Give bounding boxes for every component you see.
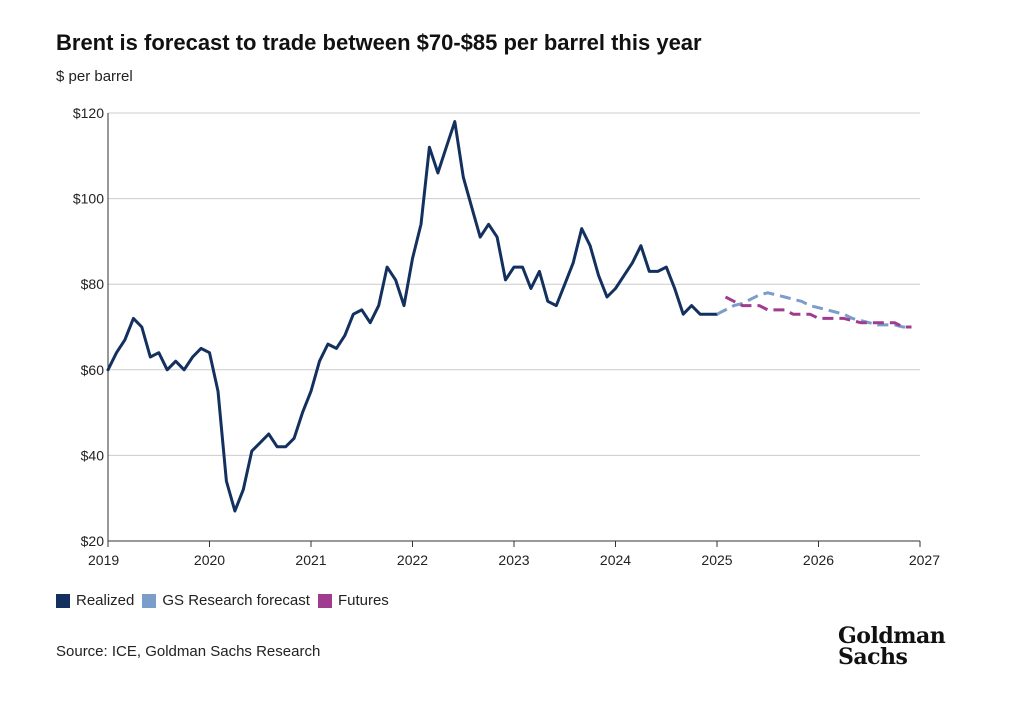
y-tick-label: $20: [81, 533, 105, 549]
realized-line: [106, 120, 719, 513]
logo-line-2: Sachs: [838, 644, 908, 670]
legend-item-realized: Realized: [56, 592, 134, 609]
x-tick-label: 2020: [194, 552, 225, 568]
legend-label-futures: Futures: [337, 592, 389, 609]
chart-title: Brent is forecast to trade between $70-$…: [56, 30, 702, 55]
y-axis-unit-label: $ per barrel: [56, 68, 133, 85]
x-tick-label: 2025: [701, 552, 732, 568]
y-tick-label: $80: [81, 276, 105, 292]
legend-swatch-futures: [317, 593, 332, 608]
goldman-sachs-logo: Goldman Sachs: [838, 623, 946, 670]
x-tick-label: 2019: [88, 552, 119, 568]
gridlines: [108, 112, 920, 456]
x-tick-label: 2026: [803, 552, 834, 568]
x-tick-label: 2027: [909, 552, 940, 568]
y-tick-label: $60: [81, 362, 105, 378]
legend-swatch-realized: [56, 593, 70, 608]
futures-line: [724, 295, 912, 329]
gs-forecast-line: [716, 291, 912, 329]
axes: [107, 113, 921, 547]
y-tick-label: $100: [73, 191, 104, 207]
x-tick-label: 2022: [397, 552, 428, 568]
series-lines: [106, 120, 912, 513]
logo-line-1: Goldman: [838, 623, 946, 649]
source-note: Source: ICE, Goldman Sachs Research: [56, 643, 321, 660]
tick-labels: $20 $40 $60 $80 $100 $120 2019 2020 2021 2022 2023…: [73, 105, 940, 568]
legend-label-forecast: GS Research forecast: [162, 592, 310, 609]
legend-label-realized: Realized: [76, 592, 135, 609]
legend-item-forecast: GS Research forecast: [142, 592, 310, 609]
legend: Realized GS Research forecast Futures: [56, 592, 397, 609]
y-tick-label: $40: [81, 447, 105, 463]
y-tick-label: $120: [73, 105, 104, 121]
x-tick-label: 2021: [295, 552, 326, 568]
legend-swatch-forecast: [142, 593, 157, 608]
x-tick-label: 2024: [600, 552, 631, 568]
legend-item-futures: Futures: [317, 592, 389, 609]
x-tick-label: 2023: [498, 552, 529, 568]
